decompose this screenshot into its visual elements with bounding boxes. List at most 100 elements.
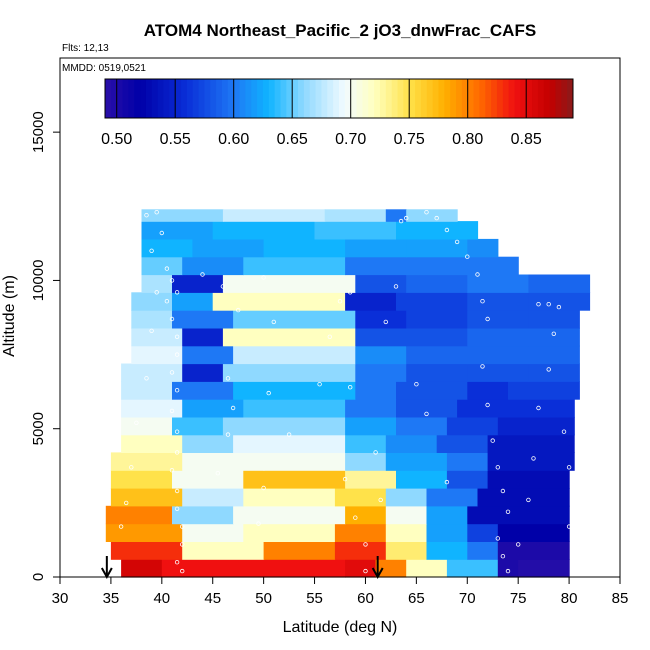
x-tick-label: 60 — [357, 590, 374, 607]
heatmap-cell-20-1 — [222, 209, 326, 222]
sample-point — [348, 290, 353, 295]
sample-point — [500, 488, 506, 494]
heatmap-cell-12-4 — [406, 345, 468, 365]
colorbar-swatch — [426, 79, 434, 118]
colorbar-swatch — [303, 79, 311, 118]
heatmap-cell-2-5 — [426, 523, 468, 542]
heatmap-cell-4-2 — [243, 488, 336, 507]
heatmap-cell-3-3 — [345, 505, 387, 525]
heatmap-cell-2-4 — [385, 523, 428, 542]
colorbar-swatch — [391, 79, 398, 118]
heatmap-cell-11-5 — [467, 363, 529, 382]
x-tick-label: 30 — [52, 590, 69, 607]
colorbar-swatch — [321, 79, 328, 118]
heatmap-cell-9-0 — [121, 399, 183, 418]
heatmap-cell-8-6 — [497, 416, 575, 436]
heatmap-cell-0-7 — [497, 559, 519, 578]
sample-point — [169, 468, 175, 473]
colorbar-swatch — [251, 79, 258, 118]
heatmap-cell-13-2 — [222, 327, 356, 347]
colorbar-swatch — [496, 79, 504, 118]
heatmap-cell-15-6 — [528, 292, 591, 311]
sample-point — [454, 239, 460, 245]
sample-point — [129, 465, 134, 470]
sample-point — [566, 524, 572, 529]
heatmap-cell-7-1 — [182, 434, 234, 453]
colorbar-swatch — [350, 79, 358, 118]
colorbar-swatch — [537, 79, 545, 118]
sample-point — [266, 390, 271, 396]
colorbar-swatch — [222, 79, 229, 118]
heatmap-cell-18-3 — [345, 238, 407, 258]
heatmap-cell-16-5 — [467, 274, 529, 293]
sample-point — [546, 367, 551, 372]
x-tick-label: 75 — [510, 590, 527, 607]
sample-point — [424, 411, 429, 417]
heatmap-cell-6-3 — [345, 452, 387, 471]
heatmap-cell-17-0 — [141, 256, 183, 276]
heatmap-cell-0-0 — [121, 559, 163, 578]
colorbar-swatch — [526, 79, 533, 118]
y-axis-label: Altitude (m) — [1, 275, 18, 357]
colorbar-swatch — [268, 79, 276, 118]
sample-point — [169, 316, 175, 322]
sample-point — [566, 465, 572, 470]
sample-point — [256, 521, 261, 526]
colorbar-swatch — [327, 79, 334, 118]
sample-point — [179, 542, 185, 547]
heatmap-cell-2-2 — [243, 523, 336, 542]
sample-point — [500, 554, 506, 559]
colorbar-swatch — [198, 79, 205, 118]
colorbar-swatch — [379, 79, 387, 118]
heatmap-cell-0-2 — [263, 559, 346, 578]
heatmap-cell-12-6 — [528, 345, 580, 365]
sample-point — [174, 506, 180, 511]
heatmap-cell-0-3 — [345, 559, 377, 578]
heatmap-cell-11-2 — [222, 363, 356, 382]
sample-point — [490, 438, 495, 443]
colorbar-swatch — [157, 79, 164, 118]
colorbar-frame — [104, 78, 574, 119]
sample-point — [551, 331, 556, 336]
sample-point — [179, 568, 185, 574]
heatmap-cell-17-3 — [345, 256, 407, 276]
heatmap-cell-18-4 — [406, 238, 468, 258]
sample-point — [174, 290, 180, 295]
sample-point — [174, 560, 180, 565]
sample-point — [495, 465, 500, 470]
heatmap-cell-1-3 — [334, 541, 387, 560]
heatmap-cell-7-4 — [385, 434, 438, 453]
colorbar-swatch — [456, 79, 463, 118]
heatmap-cell-12-3 — [355, 345, 407, 365]
sample-point — [149, 328, 154, 333]
heatmap-cell-13-4 — [406, 327, 468, 347]
colorbar-tick-label: 0.70 — [335, 131, 366, 148]
sample-point — [363, 568, 368, 574]
colorbar-swatch — [561, 79, 568, 118]
colorbar-swatch — [274, 79, 281, 118]
heatmap-cell-9-5 — [457, 399, 509, 418]
sample-point — [480, 299, 485, 304]
colorbar-swatch — [409, 79, 416, 118]
sample-point — [556, 304, 562, 310]
colorbar-swatch — [567, 79, 574, 118]
heatmap-cell-9-1 — [182, 399, 244, 418]
sample-point — [286, 432, 292, 437]
colorbar-swatch — [128, 79, 135, 118]
heatmap-cell-14-2 — [233, 310, 356, 329]
heatmap-cell-0-4 — [375, 559, 407, 578]
colorbar-swatch — [485, 79, 492, 118]
colorbar-swatch — [356, 79, 363, 118]
heatmap-cell-14-1 — [172, 310, 234, 329]
heatmap-cell-1-6 — [467, 541, 499, 560]
sample-point — [561, 429, 567, 434]
colorbar-swatch — [432, 79, 439, 118]
x-tick-label: 85 — [612, 590, 629, 607]
colorbar-swatch — [210, 79, 217, 118]
sample-point — [154, 209, 159, 215]
heatmap-cell-6-1 — [182, 452, 265, 471]
heatmap-cell-15-4 — [396, 292, 468, 311]
sample-point — [373, 450, 378, 455]
heatmap-cell-17-2 — [243, 256, 346, 276]
